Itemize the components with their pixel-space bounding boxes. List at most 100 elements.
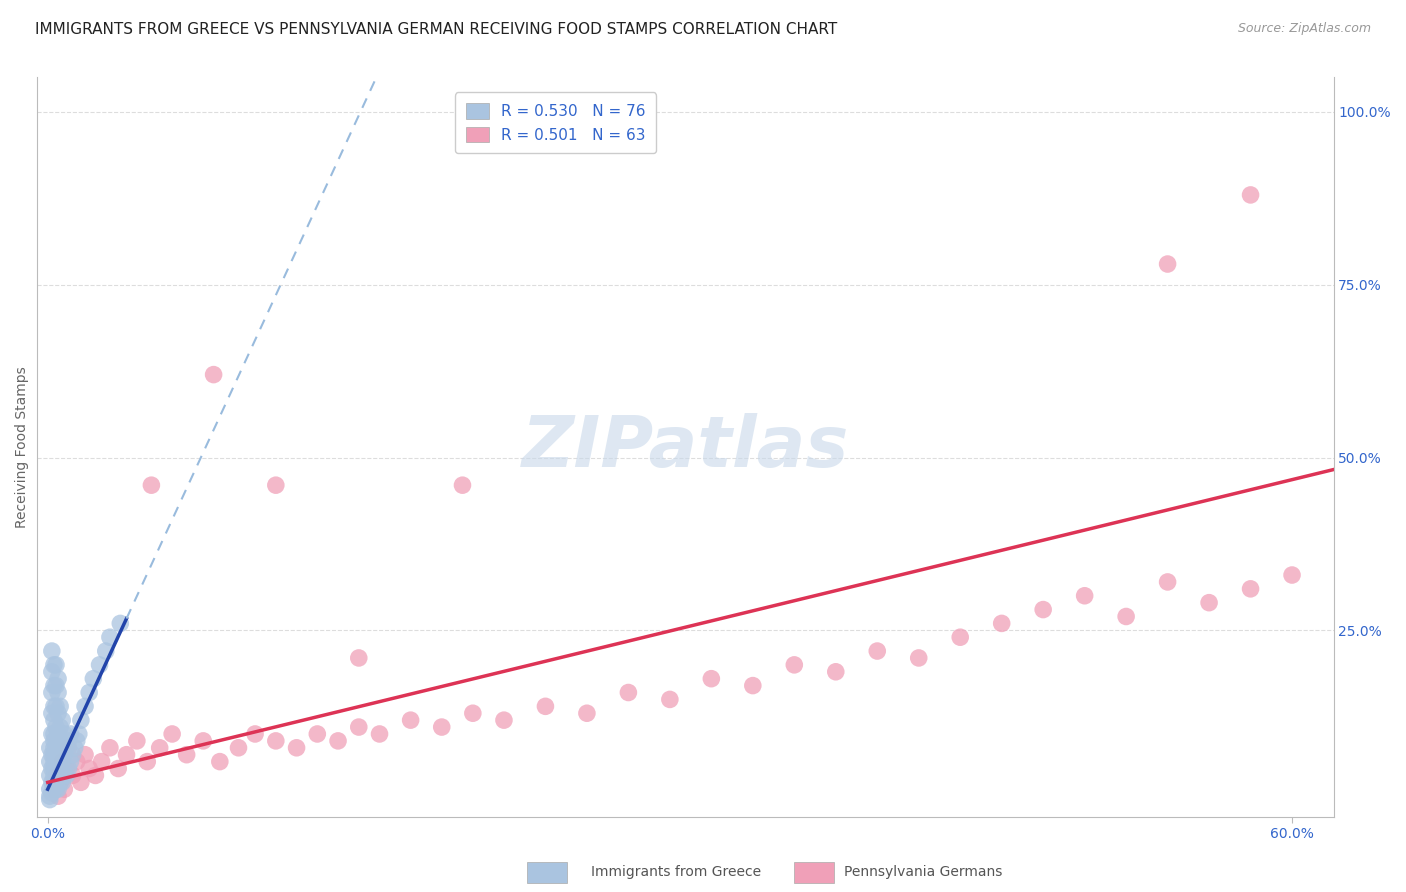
Point [94, 644, 117, 658]
Point [1156, 257, 1178, 271]
Point [70, 775, 93, 789]
Point [430, 720, 453, 734]
Point [46, 685, 69, 699]
Point [347, 651, 370, 665]
Point [45, 768, 67, 782]
Point [202, 368, 225, 382]
Point [866, 644, 889, 658]
Point [82, 672, 104, 686]
Point [42, 734, 65, 748]
Point [45, 657, 67, 672]
Point [84, 768, 107, 782]
Point [700, 672, 723, 686]
Point [1281, 568, 1303, 582]
Point [1156, 574, 1178, 589]
Point [1239, 188, 1261, 202]
Point [1239, 582, 1261, 596]
Point [49, 699, 72, 714]
Point [741, 679, 763, 693]
Point [193, 734, 215, 748]
Point [41, 706, 63, 721]
Point [46, 768, 69, 782]
Point [824, 665, 846, 679]
Point [347, 720, 370, 734]
Text: Source: ZipAtlas.com: Source: ZipAtlas.com [1237, 22, 1371, 36]
Point [125, 734, 148, 748]
Point [461, 706, 484, 721]
Point [575, 706, 598, 721]
Point [67, 727, 90, 741]
Point [49, 720, 72, 734]
Point [45, 772, 67, 786]
Point [58, 762, 80, 776]
Point [55, 768, 77, 782]
Point [41, 727, 63, 741]
Point [115, 747, 138, 762]
Point [42, 755, 65, 769]
Point [77, 685, 100, 699]
Point [55, 762, 77, 776]
Point [89, 657, 111, 672]
Point [228, 740, 250, 755]
Point [42, 747, 65, 762]
Legend: R = 0.530   N = 76, R = 0.501   N = 63: R = 0.530 N = 76, R = 0.501 N = 63 [456, 93, 657, 153]
Point [492, 713, 515, 727]
Point [307, 727, 329, 741]
Point [73, 699, 96, 714]
Point [45, 740, 67, 755]
Point [42, 713, 65, 727]
Point [59, 755, 82, 769]
Point [41, 762, 63, 776]
Point [63, 740, 86, 755]
Point [70, 713, 93, 727]
Point [907, 651, 929, 665]
Point [1115, 609, 1137, 624]
Point [53, 747, 76, 762]
Point [62, 747, 84, 762]
Point [41, 644, 63, 658]
Point [949, 630, 972, 644]
Point [368, 727, 391, 741]
Point [66, 755, 89, 769]
Point [49, 762, 72, 776]
Point [399, 713, 422, 727]
Point [136, 755, 159, 769]
Point [46, 755, 69, 769]
Point [141, 478, 163, 492]
Point [90, 755, 112, 769]
Point [58, 740, 80, 755]
Text: Pennsylvania Germans: Pennsylvania Germans [844, 865, 1002, 880]
Text: Immigrants from Greece: Immigrants from Greece [591, 865, 761, 880]
Point [38, 755, 60, 769]
Point [1073, 589, 1095, 603]
Point [160, 727, 183, 741]
Point [46, 672, 69, 686]
Point [49, 740, 72, 755]
Point [45, 699, 67, 714]
Point [1198, 596, 1220, 610]
Y-axis label: Receiving Food Stamps: Receiving Food Stamps [15, 367, 30, 528]
Point [51, 713, 73, 727]
Point [46, 727, 69, 741]
Point [49, 775, 72, 789]
Point [110, 616, 132, 631]
Point [53, 782, 76, 797]
Point [326, 734, 349, 748]
Point [49, 775, 72, 789]
Point [243, 727, 266, 741]
Point [534, 699, 557, 714]
Point [285, 740, 308, 755]
Point [617, 685, 640, 699]
Point [77, 762, 100, 776]
Point [45, 782, 67, 797]
Point [42, 762, 65, 776]
Point [51, 755, 73, 769]
Point [98, 740, 121, 755]
Point [41, 665, 63, 679]
Point [783, 657, 806, 672]
Point [176, 747, 198, 762]
Point [53, 727, 76, 741]
Point [38, 782, 60, 797]
Point [264, 734, 287, 748]
Point [46, 782, 69, 797]
